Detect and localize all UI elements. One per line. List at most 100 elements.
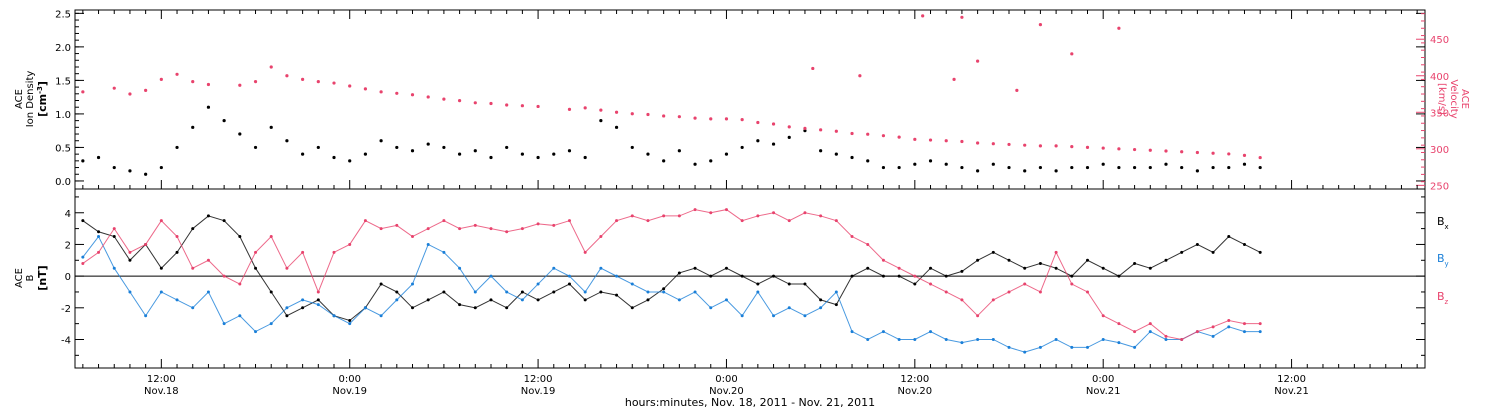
bz-point xyxy=(1242,322,1246,326)
top-x-minor-ticks xyxy=(82,10,1418,189)
bx-point xyxy=(1117,274,1121,278)
velocity-point xyxy=(520,104,524,108)
bz-point xyxy=(1164,334,1168,338)
density-point xyxy=(787,135,791,139)
bz-point xyxy=(944,290,948,294)
by-point xyxy=(285,306,289,310)
bx-point xyxy=(850,274,854,278)
bz-point xyxy=(772,211,776,215)
velocity-point xyxy=(410,93,415,97)
by-point xyxy=(395,298,399,302)
by-point xyxy=(332,314,336,318)
density-point xyxy=(850,155,854,160)
bx-point xyxy=(1023,266,1027,270)
by-point xyxy=(411,282,414,286)
velocity-point xyxy=(395,91,399,95)
by-point xyxy=(881,330,885,334)
by-point xyxy=(536,282,540,286)
density-point xyxy=(1070,165,1074,170)
density-point xyxy=(253,145,258,150)
density-points xyxy=(81,105,1262,176)
top-panel: 0.0 0.5 1.0 1.5 2.0 2.5 250 300 350 400 450 ACE I… xyxy=(14,9,1470,192)
velocity-point xyxy=(1148,148,1152,152)
bx-point xyxy=(834,303,838,307)
velocity-point xyxy=(1227,152,1231,156)
density-point xyxy=(1132,165,1137,170)
velocity-point xyxy=(1085,145,1090,149)
bx-point xyxy=(254,266,258,270)
bz-point xyxy=(1007,290,1011,294)
by-point xyxy=(379,314,383,318)
bz-point xyxy=(819,214,823,218)
bz-point xyxy=(850,235,854,239)
density-point xyxy=(332,155,336,160)
velocity-tick-label: 250 xyxy=(1430,181,1449,192)
velocity-point xyxy=(1117,147,1121,151)
density-point xyxy=(301,152,305,156)
time-axis: 12:00Nov.180:00Nov.1912:00Nov.190:00Nov.… xyxy=(144,374,1309,397)
bz-point xyxy=(458,227,462,231)
bx-point xyxy=(991,250,995,254)
bz-point xyxy=(159,219,163,223)
velocity-outlier-point xyxy=(858,74,862,78)
velocity-points xyxy=(81,14,1262,160)
velocity-tick-label: 450 xyxy=(1430,35,1449,46)
b-tick-label: 2 xyxy=(65,240,71,251)
legend-by: By xyxy=(1437,252,1449,268)
bz-point xyxy=(285,266,289,270)
bz-point xyxy=(442,219,446,223)
velocity-outlier-point xyxy=(952,77,956,82)
by-point xyxy=(191,306,195,310)
density-point xyxy=(112,165,116,170)
density-point xyxy=(159,165,163,170)
bottom-x-minor-ticks xyxy=(82,359,1418,368)
bx-point xyxy=(630,306,634,310)
bx-point xyxy=(159,266,163,270)
velocity-point xyxy=(253,80,258,84)
density-label-line-1: ACE xyxy=(14,89,25,109)
density-point xyxy=(881,165,886,170)
density-point xyxy=(944,162,948,166)
by-point xyxy=(505,290,509,294)
by-point xyxy=(206,290,210,294)
bx-point xyxy=(803,282,807,286)
bx-point xyxy=(536,298,540,302)
by-point xyxy=(442,250,446,254)
bx-point xyxy=(1133,261,1137,265)
density-point xyxy=(442,145,446,150)
velocity-point xyxy=(976,141,980,145)
bz-point xyxy=(646,219,650,223)
density-point xyxy=(1164,162,1168,166)
bz-point xyxy=(615,219,619,223)
velocity-point xyxy=(599,108,603,112)
density-point xyxy=(238,132,242,136)
bz-point xyxy=(206,258,210,262)
by-point xyxy=(112,266,116,270)
velocity-point xyxy=(175,72,179,76)
bz-point xyxy=(866,242,870,246)
velocity-point xyxy=(787,125,791,129)
velocity-point xyxy=(991,142,995,146)
bx-point xyxy=(222,219,226,223)
velocity-point xyxy=(740,117,744,122)
bx-point xyxy=(881,274,885,278)
density-point xyxy=(1180,165,1184,170)
bz-point xyxy=(1227,318,1231,322)
by-point xyxy=(677,298,681,302)
date-tick-label: Nov.21 xyxy=(1274,386,1309,397)
density-point xyxy=(1195,169,1199,173)
date-tick-label: Nov.19 xyxy=(332,386,367,397)
by-point xyxy=(97,235,101,239)
velocity-tick-label: 400 xyxy=(1430,72,1449,83)
bx-point xyxy=(112,235,116,239)
density-point xyxy=(1227,165,1231,170)
bx-point xyxy=(269,290,273,294)
density-point xyxy=(473,149,477,153)
velocity-point xyxy=(191,80,195,84)
bz-point xyxy=(191,266,195,270)
velocity-point xyxy=(693,116,697,120)
velocity-point xyxy=(928,138,933,142)
by-point xyxy=(897,337,901,341)
velocity-point xyxy=(866,132,870,136)
density-point xyxy=(724,152,729,156)
